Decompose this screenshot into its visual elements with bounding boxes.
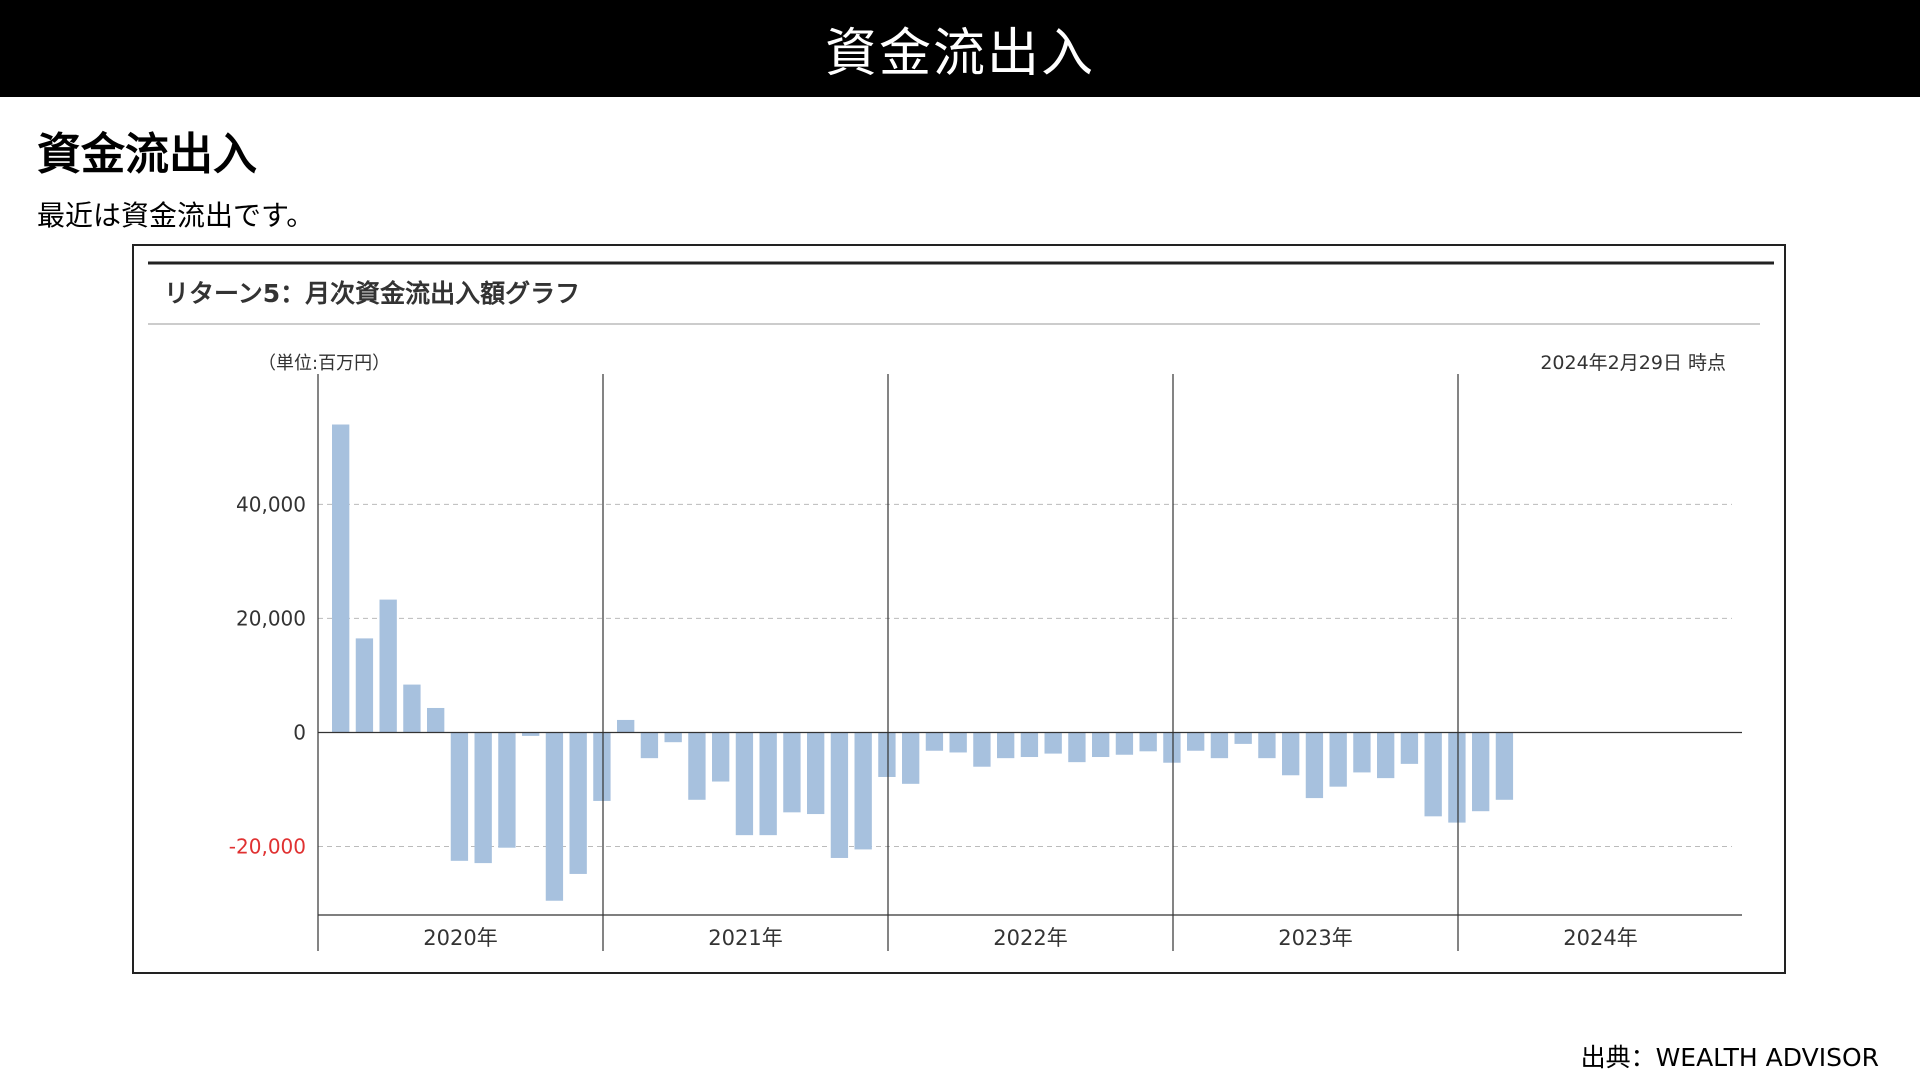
bar	[735, 732, 754, 836]
bar	[379, 599, 397, 733]
bar	[688, 732, 706, 800]
y-tick-label: -20,000	[229, 835, 306, 859]
y-tick-label: 40,000	[236, 492, 306, 516]
header-title: 資金流出入	[824, 24, 1095, 84]
bar	[1258, 732, 1276, 759]
bar	[1495, 732, 1514, 800]
bar	[569, 732, 587, 874]
section-title: 資金流出入	[37, 129, 257, 180]
bar	[664, 732, 682, 743]
bar	[427, 707, 445, 733]
bar	[1282, 732, 1300, 776]
bar	[830, 732, 849, 858]
bar	[403, 684, 421, 733]
x-year-label: 2020年	[423, 926, 497, 950]
bar	[1163, 732, 1181, 763]
bar	[997, 732, 1015, 759]
bar	[1092, 732, 1110, 758]
y-tick-label: 20,000	[236, 606, 306, 630]
bar	[593, 732, 611, 801]
bar	[1400, 732, 1419, 764]
bar	[640, 732, 659, 759]
bar	[355, 638, 374, 733]
bar	[1187, 732, 1205, 751]
bar	[522, 732, 540, 736]
bar	[1020, 732, 1039, 758]
bar	[902, 732, 920, 784]
y-tick-label: 0	[293, 720, 306, 744]
bar	[925, 732, 944, 751]
chart-title: リターン5：月次資金流出入額グラフ	[164, 279, 580, 308]
bar	[1234, 732, 1252, 744]
unit-label: （単位:百万円）	[258, 353, 390, 374]
bar	[1139, 732, 1157, 752]
bar	[783, 732, 801, 813]
bar	[474, 732, 492, 864]
plot-area: 40,000 20,000 0 -20,000 2020年 2021年 2022年 2023年…	[229, 374, 1742, 951]
bar	[617, 719, 635, 733]
bar	[1329, 732, 1347, 787]
bar	[332, 424, 350, 733]
bar	[1068, 732, 1086, 763]
bar	[1448, 732, 1466, 823]
bar	[973, 732, 991, 767]
bar	[1472, 732, 1490, 812]
bar	[450, 732, 469, 861]
bar	[854, 732, 872, 850]
bar	[498, 732, 516, 848]
bar	[759, 732, 777, 836]
source-credit: 出典：WEALTH ADVISOR	[1580, 1043, 1879, 1072]
x-year-label: 2022年	[993, 926, 1067, 950]
x-year-label: 2023年	[1278, 926, 1352, 950]
x-year-label: 2024年	[1563, 926, 1637, 950]
bar	[1210, 732, 1229, 759]
bar	[949, 732, 967, 753]
bar	[1044, 732, 1062, 754]
bar	[1424, 732, 1442, 817]
x-year-label: 2021年	[708, 926, 782, 950]
bar	[1115, 732, 1134, 755]
chart-frame: リターン5：月次資金流出入額グラフ （単位:百万円） 2024年2月29日 時点…	[132, 244, 1786, 974]
bar	[1377, 732, 1395, 779]
bar	[878, 732, 896, 777]
fund-flow-chart: リターン5：月次資金流出入額グラフ （単位:百万円） 2024年2月29日 時点…	[148, 261, 1774, 951]
as-of-date: 2024年2月29日 時点	[1540, 352, 1726, 374]
bar	[807, 732, 825, 815]
bar	[1353, 732, 1371, 773]
top-title-bar: 資金流出入	[0, 0, 1920, 97]
bar	[1305, 732, 1324, 799]
section-description: 最近は資金流出です。	[37, 199, 315, 232]
bar	[545, 732, 564, 901]
bar	[712, 732, 730, 782]
